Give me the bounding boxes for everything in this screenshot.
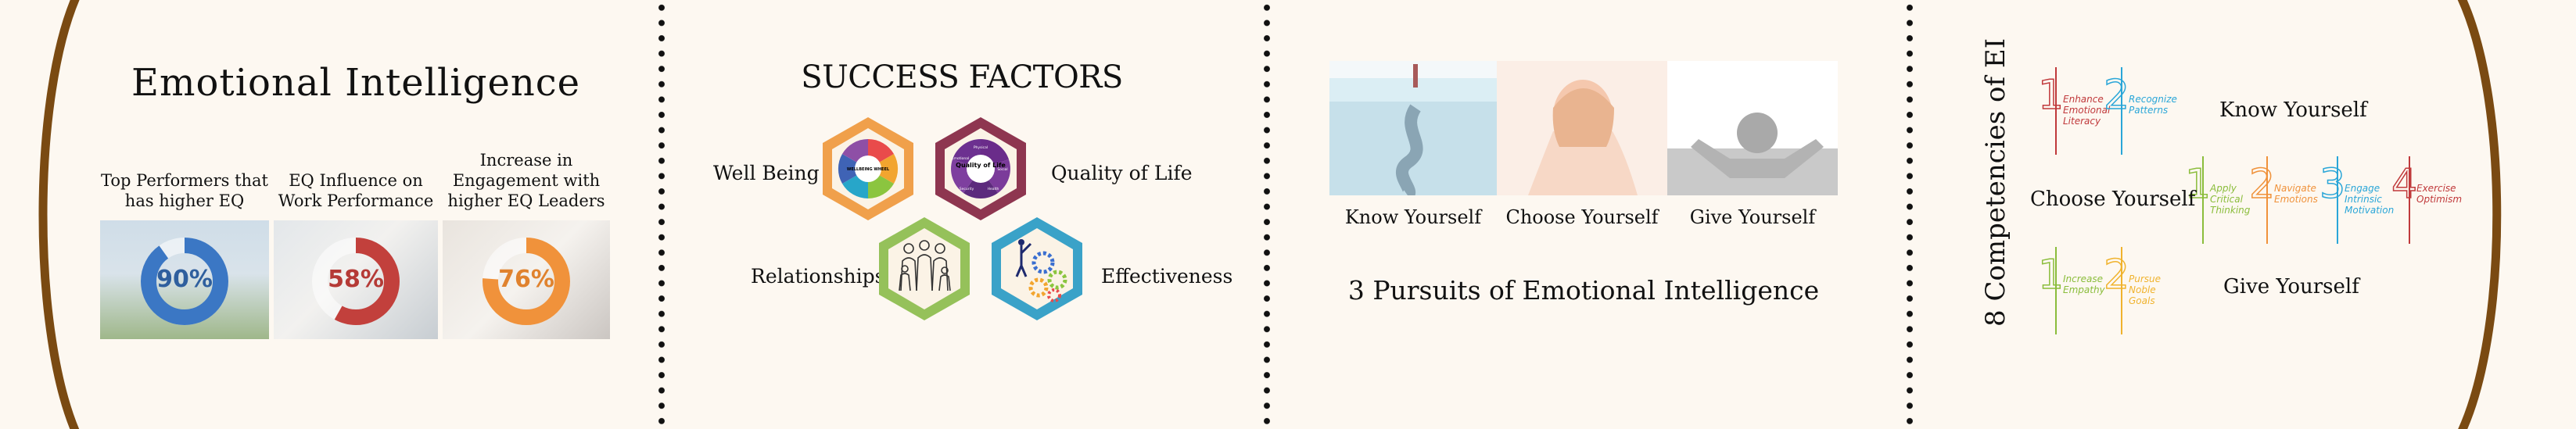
stat-value-3: 76%: [498, 266, 554, 293]
donut-progress-arc: [312, 238, 400, 325]
competency-number: 1: [2037, 251, 2065, 299]
family-drawing-icon: [899, 240, 951, 291]
emotional-intelligence-title: Emotional Intelligence: [131, 61, 581, 105]
stat-caption-1: Top Performers that has higher EQ: [101, 171, 268, 210]
stat-value-1: 90%: [156, 266, 213, 293]
competency-item: 1 Apply Critical Thinking: [2184, 156, 2255, 244]
competency-text: Recognize Patterns: [2129, 94, 2177, 116]
competency-line: [2409, 156, 2410, 244]
right-bracket-decoration: [2457, 0, 2502, 429]
pursuit-label-know: Know Yourself: [1344, 206, 1482, 228]
competency-item: 2 Navigate Emotions: [2248, 156, 2319, 244]
stat-caption-3: Increase in Engagement with higher EQ Le…: [447, 151, 605, 210]
competency-number: 4: [2391, 160, 2418, 209]
quality-of-life-center: Quality of Life: [956, 162, 1006, 169]
know-yourself-image: [1329, 61, 1497, 195]
competency-text: Navigate Emotions: [2274, 183, 2318, 205]
pursuit-label-choose: Choose Yourself: [1505, 206, 1659, 228]
competency-number: 2: [2103, 71, 2130, 120]
qol-segment-label: Security: [960, 187, 974, 191]
group-label-know: Know Yourself: [2219, 98, 2367, 122]
give-yourself-image: [1667, 61, 1838, 195]
wellbeing-wheel-label: WELLBEING WHEEL: [847, 167, 890, 172]
competency-text: Increase Empathy: [2063, 273, 2105, 295]
competency-line: [2337, 156, 2338, 244]
qol-segment-label: Health: [988, 187, 999, 191]
label-effectiveness: Effectiveness: [1101, 265, 1233, 288]
stat-donuts: [141, 238, 570, 325]
donut-progress-arc: [483, 238, 570, 325]
label-relationships: Relationships: [751, 265, 885, 288]
label-well-being: Well Being: [713, 162, 820, 184]
hexagon-well-being: WELLBEING WHEEL: [823, 117, 913, 220]
competency-number: 1: [2184, 160, 2212, 209]
competency-text: Apply Critical Thinking: [2210, 183, 2251, 216]
donut-progress-arc: [141, 238, 228, 325]
competency-text: Engage Intrinsic Motivation: [2345, 183, 2395, 216]
gears-icon: [1015, 239, 1067, 302]
hexagon-effectiveness: [992, 217, 1082, 320]
left-bracket-decoration: [38, 0, 80, 429]
hexagon-relationships: [879, 217, 970, 320]
competency-item: 3 Engage Intrinsic Motivation: [2319, 156, 2395, 244]
competency-item: 1 Enhance Emotional Literacy: [2037, 67, 2111, 155]
competency-text: Pursue Noble Goals: [2129, 273, 2162, 306]
qol-segment-label: Physical: [974, 145, 988, 150]
competency-item: 1 Increase Empathy: [2037, 247, 2108, 334]
choose-yourself-image: [1497, 61, 1667, 195]
competency-number: 2: [2103, 251, 2130, 299]
dotted-divider: [1262, 0, 1272, 429]
competency-line: [2055, 247, 2057, 334]
dotted-divider: [657, 0, 666, 429]
competency-number: 1: [2037, 71, 2065, 120]
stat-caption-2: EQ Influence on Work Performance: [278, 171, 434, 210]
competency-number: 2: [2248, 160, 2276, 209]
competency-text: Enhance Emotional Literacy: [2063, 94, 2111, 127]
stat-value-2: 58%: [328, 266, 384, 293]
hexagon-quality-of-life: Quality of Life Physical Social Security…: [935, 117, 1026, 220]
pursuit-label-give: Give Yourself: [1689, 206, 1816, 228]
competency-item: 2 Recognize Patterns: [2103, 67, 2177, 155]
competency-text: Exercise Optimism: [2416, 183, 2463, 205]
group-label-choose: Choose Yourself: [2030, 188, 2196, 211]
competency-line: [2266, 156, 2268, 244]
competency-line: [2121, 67, 2122, 155]
competency-number: 3: [2319, 160, 2346, 209]
competency-item: 2 Pursue Noble Goals: [2103, 247, 2174, 334]
dotted-divider: [1905, 0, 1914, 429]
qol-segment-label: Emotional: [952, 156, 970, 161]
qol-segment-label: Social: [997, 167, 1007, 172]
success-factors-hexagons: WELLBEING WHEEL Quality of Life Physical…: [823, 117, 1082, 320]
competencies-vertical-title: 8 Competencies of EI: [1980, 38, 2011, 327]
competency-line: [2121, 247, 2122, 334]
group-label-give: Give Yourself: [2223, 275, 2359, 299]
success-factors-title: SUCCESS FACTORS: [801, 59, 1123, 95]
label-quality-of-life: Quality of Life: [1051, 162, 1193, 184]
competency-line: [2055, 67, 2057, 155]
three-pursuits-title: 3 Pursuits of Emotional Intelligence: [1347, 275, 1820, 306]
competency-item: 4 Exercise Optimism: [2391, 156, 2462, 244]
competency-line: [2202, 156, 2204, 244]
